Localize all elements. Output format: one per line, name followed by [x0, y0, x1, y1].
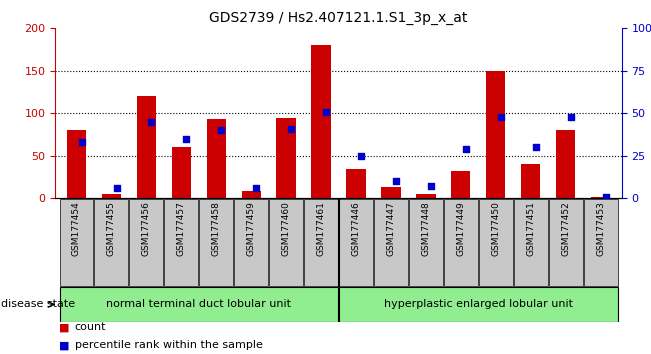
Bar: [346, 169, 366, 198]
Text: GSM177448: GSM177448: [421, 201, 430, 256]
FancyBboxPatch shape: [199, 199, 233, 286]
Text: hyperplastic enlarged lobular unit: hyperplastic enlarged lobular unit: [384, 299, 573, 309]
Text: GSM177461: GSM177461: [316, 201, 326, 256]
FancyBboxPatch shape: [59, 199, 93, 286]
Text: disease state: disease state: [1, 299, 75, 309]
Point: [181, 136, 191, 142]
Bar: [381, 187, 400, 198]
FancyBboxPatch shape: [479, 199, 512, 286]
FancyBboxPatch shape: [130, 199, 163, 286]
Text: GSM177455: GSM177455: [107, 201, 116, 256]
FancyBboxPatch shape: [374, 199, 408, 286]
Point: [111, 185, 122, 191]
FancyBboxPatch shape: [339, 199, 373, 286]
Text: GSM177458: GSM177458: [212, 201, 221, 256]
Bar: [172, 147, 191, 198]
Text: GSM177449: GSM177449: [456, 201, 465, 256]
Bar: [451, 171, 471, 198]
FancyBboxPatch shape: [444, 199, 478, 286]
Point: [566, 114, 576, 120]
Text: GSM177457: GSM177457: [176, 201, 186, 256]
Bar: [242, 192, 261, 198]
Bar: [486, 71, 505, 198]
Text: GSM177459: GSM177459: [247, 201, 256, 256]
FancyBboxPatch shape: [514, 199, 547, 286]
Text: ■: ■: [59, 322, 69, 332]
Point: [391, 178, 402, 184]
Bar: [521, 164, 540, 198]
Bar: [137, 96, 156, 198]
Point: [286, 126, 297, 131]
FancyBboxPatch shape: [584, 199, 618, 286]
Bar: [556, 130, 575, 198]
Bar: [66, 130, 86, 198]
Text: normal terminal duct lobular unit: normal terminal duct lobular unit: [106, 299, 291, 309]
Point: [496, 114, 506, 120]
Point: [76, 139, 87, 145]
Text: count: count: [75, 322, 106, 332]
Text: GSM177450: GSM177450: [492, 201, 501, 256]
Text: GSM177454: GSM177454: [72, 201, 81, 256]
FancyBboxPatch shape: [304, 199, 338, 286]
Point: [531, 144, 541, 150]
Text: GSM177446: GSM177446: [352, 201, 361, 256]
FancyBboxPatch shape: [59, 287, 338, 322]
Text: GSM177460: GSM177460: [282, 201, 290, 256]
Text: GSM177451: GSM177451: [526, 201, 535, 256]
Point: [601, 194, 611, 199]
Text: GSM177452: GSM177452: [561, 201, 570, 256]
Bar: [206, 119, 226, 198]
FancyBboxPatch shape: [94, 199, 128, 286]
Point: [251, 185, 262, 191]
Point: [321, 109, 331, 114]
Point: [426, 183, 436, 189]
Bar: [416, 194, 436, 198]
FancyBboxPatch shape: [339, 287, 618, 322]
Text: GSM177453: GSM177453: [596, 201, 605, 256]
FancyBboxPatch shape: [549, 199, 583, 286]
Point: [356, 153, 367, 159]
FancyBboxPatch shape: [409, 199, 443, 286]
Text: GSM177456: GSM177456: [142, 201, 151, 256]
FancyBboxPatch shape: [270, 199, 303, 286]
Text: ■: ■: [59, 340, 69, 350]
Point: [216, 127, 227, 133]
Bar: [277, 118, 296, 198]
Bar: [311, 45, 331, 198]
FancyBboxPatch shape: [165, 199, 198, 286]
Bar: [591, 196, 611, 198]
Title: GDS2739 / Hs2.407121.1.S1_3p_x_at: GDS2739 / Hs2.407121.1.S1_3p_x_at: [210, 11, 467, 24]
FancyBboxPatch shape: [234, 199, 268, 286]
Text: GSM177447: GSM177447: [387, 201, 395, 256]
Bar: [102, 194, 121, 198]
Point: [461, 146, 471, 152]
Text: percentile rank within the sample: percentile rank within the sample: [75, 340, 263, 350]
Point: [146, 119, 157, 125]
